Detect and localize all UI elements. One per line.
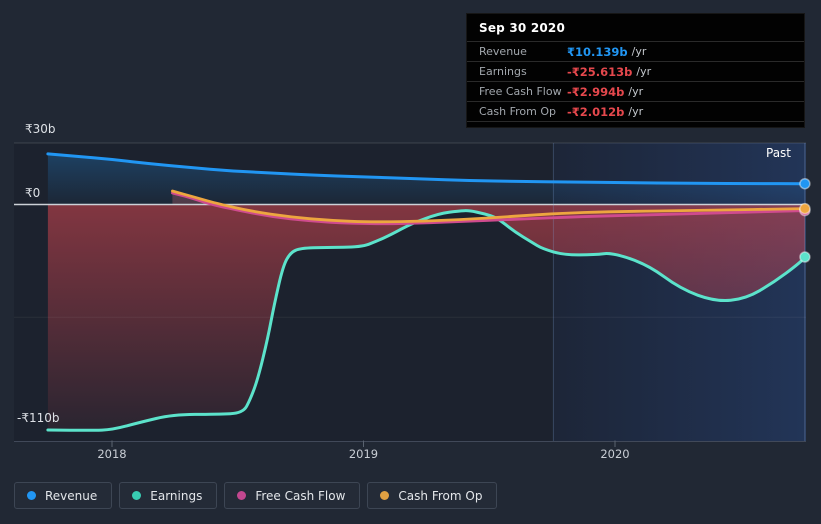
legend-label: Earnings: [150, 488, 203, 503]
tooltip-row-label: Cash From Op: [479, 105, 557, 118]
tooltip-row-label: Free Cash Flow: [479, 85, 562, 98]
tooltip-row-value: ₹10.139b: [567, 44, 628, 59]
free-cash-flow-line: [171, 191, 807, 226]
legend-dot-icon: [380, 491, 390, 500]
tooltip-row-label: Earnings: [479, 65, 527, 78]
y-axis-label: ₹0: [25, 185, 41, 200]
tooltip-row-value: -₹2.012b: [567, 104, 625, 119]
earnings-negative-area-fill: [47, 204, 805, 431]
legend-item-revenue[interactable]: Revenue: [14, 482, 113, 509]
legend-item-free-cash-flow[interactable]: Free Cash Flow: [224, 482, 361, 509]
tooltip-row-value: -₹25.613b: [567, 64, 633, 79]
legend-item-cash-from-op[interactable]: Cash From Op: [367, 482, 498, 509]
x-axis-label: 2020: [600, 447, 630, 461]
cash-from-op-hover-dot: [799, 202, 811, 215]
y-axis-label: -₹110b: [17, 411, 60, 425]
tooltip-date: Sep 30 2020: [479, 21, 566, 35]
legend-label: Free Cash Flow: [255, 488, 346, 503]
legend-label: Revenue: [45, 488, 98, 503]
tooltip-row-unit: /yr: [636, 65, 652, 78]
legend-dot-icon: [132, 491, 142, 500]
cashflow-positive-wedge: [172, 191, 228, 205]
past-region-label: Past: [766, 146, 792, 160]
tooltip-row-label: Revenue: [479, 45, 527, 58]
revenue-hover-dot: [799, 177, 811, 190]
legend-label: Cash From Op: [398, 488, 483, 503]
revenue-line: [46, 152, 807, 186]
x-axis-label: 2019: [348, 447, 379, 461]
cash-from-op-line: [171, 189, 807, 224]
legend-dot-icon: [237, 491, 247, 500]
legend-item-earnings[interactable]: Earnings: [119, 482, 218, 509]
legend-dot-icon: [27, 491, 36, 500]
tooltip-row-unit: /yr: [628, 85, 644, 98]
y-axis-label: ₹30b: [25, 122, 56, 136]
tooltip-row: Earnings -₹25.613b/yr: [467, 61, 804, 81]
tooltip-row-unit: /yr: [631, 45, 647, 58]
tooltip-row: Revenue ₹10.139b/yr: [467, 41, 804, 61]
chart-legend: Revenue Earnings Free Cash Flow Cash From O…: [14, 482, 498, 509]
tooltip-row: Cash From Op -₹2.012b/yr: [467, 101, 804, 122]
tooltip-row-value: -₹2.994b: [567, 84, 625, 99]
chart-tooltip: Sep 30 2020 Revenue ₹10.139b/yr Earnings -₹…: [466, 13, 805, 128]
tooltip-row-unit: /yr: [628, 105, 644, 118]
x-axis-label: 2018: [97, 447, 127, 461]
earnings-hover-dot: [799, 251, 811, 263]
tooltip-row: Free Cash Flow -₹2.994b/yr: [467, 81, 804, 101]
